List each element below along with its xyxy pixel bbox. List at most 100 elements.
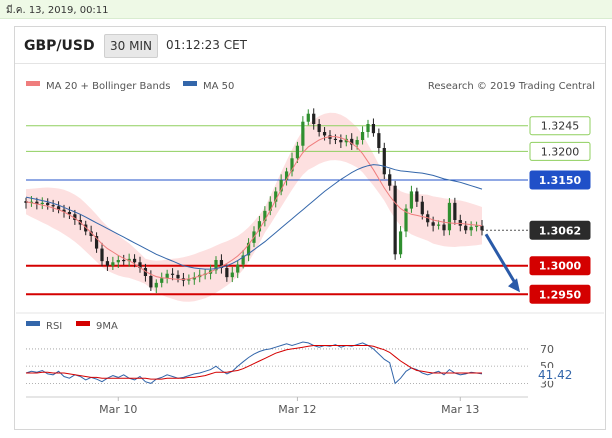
candle-body <box>46 202 50 206</box>
candle-body <box>317 124 321 132</box>
top-bar: มี.ค. 13, 2019, 00:11 <box>0 0 612 19</box>
candle-body <box>339 140 343 143</box>
candle-body <box>274 191 278 202</box>
candle-body <box>62 209 66 212</box>
ma50-legend-swatch <box>183 81 197 86</box>
candle-body <box>111 262 115 266</box>
candle-body <box>431 222 435 226</box>
candle-body <box>426 214 430 223</box>
candle-body <box>382 148 386 175</box>
level-label-1: 1.3200 <box>541 145 580 158</box>
chart-card: GBP/USD 30 MIN 01:12:23 CET <box>14 26 606 430</box>
candle-body <box>409 191 414 209</box>
candle-body <box>116 260 120 263</box>
candle-body <box>236 264 240 273</box>
candle-body <box>480 225 484 231</box>
candle-body <box>138 262 142 268</box>
rsi-legend-swatch <box>26 321 40 326</box>
level-label-4: 1.3000 <box>539 260 582 273</box>
candle-body <box>279 180 283 192</box>
candle-body <box>192 277 196 280</box>
ma50-line <box>25 164 483 270</box>
x-tick-label: Mar 13 <box>441 403 479 416</box>
candle-body <box>40 202 44 204</box>
candle-body <box>366 124 370 132</box>
main-plot <box>24 108 528 302</box>
candle-body <box>447 202 452 231</box>
candle-body <box>377 133 381 148</box>
candle-body <box>56 206 61 210</box>
candle-body <box>355 140 359 145</box>
candle-body <box>165 273 169 279</box>
candle-body <box>241 255 245 265</box>
candle-body <box>322 132 327 136</box>
x-axis-ticks: Mar 10 Mar 12 Mar 13 <box>99 397 479 416</box>
candle-body <box>67 212 72 215</box>
ma50-legend-label: MA 50 <box>203 81 234 92</box>
candle-body <box>469 226 473 231</box>
candle-body <box>100 248 104 262</box>
candle-body <box>415 191 419 202</box>
ma9-legend-swatch <box>76 321 90 326</box>
level-label-5: 1.2950 <box>539 288 582 301</box>
candle-body <box>371 124 376 134</box>
timestamp: มี.ค. 13, 2019, 00:11 <box>6 5 109 16</box>
candle-body <box>295 145 300 159</box>
candle-body <box>127 258 131 262</box>
candle-body <box>51 205 55 207</box>
forecast-arrow-head <box>508 278 520 293</box>
candle-body <box>306 113 310 122</box>
candle-body <box>436 224 441 226</box>
chart-header: GBP/USD 30 MIN 01:12:23 CET <box>15 27 605 63</box>
candle-body <box>35 201 39 204</box>
ma20-legend-label: MA 20 + Bollinger Bands <box>46 81 170 92</box>
level-label-box-3 <box>529 220 591 240</box>
level-label-box-2 <box>529 170 591 190</box>
candle-body <box>214 260 218 271</box>
candle-body <box>284 171 289 180</box>
candle-body <box>442 224 446 231</box>
timeframe-badge[interactable]: 30 MIN <box>104 34 158 58</box>
candle-body <box>225 268 229 278</box>
candle-body <box>176 274 180 279</box>
candle-body <box>290 158 294 172</box>
candle-body <box>170 273 175 275</box>
candle-body <box>458 220 462 226</box>
bollinger-band <box>26 112 482 302</box>
level-label-0: 1.3245 <box>541 120 580 133</box>
rsi-line <box>25 341 483 385</box>
candle-body <box>122 260 126 262</box>
candle-body <box>187 279 191 281</box>
candle-body <box>105 261 110 266</box>
level-label-3: 1.3062 <box>539 224 581 237</box>
candle-body <box>219 260 224 268</box>
candle-body <box>268 201 272 211</box>
candle-body <box>398 231 403 255</box>
ma9-legend-label: 9MA <box>96 321 118 332</box>
candle-body <box>89 231 93 236</box>
candle-body <box>453 202 457 220</box>
candle-body <box>393 185 397 255</box>
candle-body <box>160 278 164 283</box>
ma20-legend-swatch <box>26 81 40 86</box>
candle-body <box>230 272 234 278</box>
candle-body <box>474 225 479 227</box>
candle-body <box>388 174 392 186</box>
currency-pair: GBP/USD <box>24 38 95 54</box>
rsi-ma9-line <box>26 345 482 380</box>
candle-body <box>149 276 153 288</box>
candle-body <box>263 210 267 222</box>
level-label-box-1 <box>529 141 591 161</box>
candle-body <box>301 121 305 146</box>
level-label-2: 1.3150 <box>539 174 582 187</box>
candle-body <box>73 214 77 220</box>
rsi-legend-label: RSI <box>46 321 62 332</box>
candle-body <box>333 138 338 140</box>
x-tick-label: Mar 10 <box>99 403 137 416</box>
candle-body <box>350 138 354 145</box>
candle-body <box>246 242 251 256</box>
ma20-line <box>25 136 483 280</box>
candle-body <box>404 208 408 232</box>
